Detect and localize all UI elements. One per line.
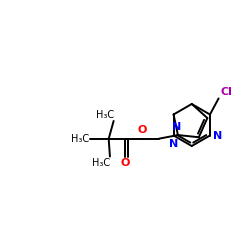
Text: O: O — [120, 158, 130, 168]
Text: N: N — [213, 130, 222, 140]
Text: H₃C: H₃C — [71, 134, 89, 144]
Text: N: N — [172, 122, 181, 132]
Text: H₃C: H₃C — [96, 110, 114, 120]
Text: H₃C: H₃C — [92, 158, 110, 168]
Text: N: N — [169, 139, 178, 149]
Text: O: O — [138, 125, 147, 135]
Text: Cl: Cl — [220, 87, 232, 97]
